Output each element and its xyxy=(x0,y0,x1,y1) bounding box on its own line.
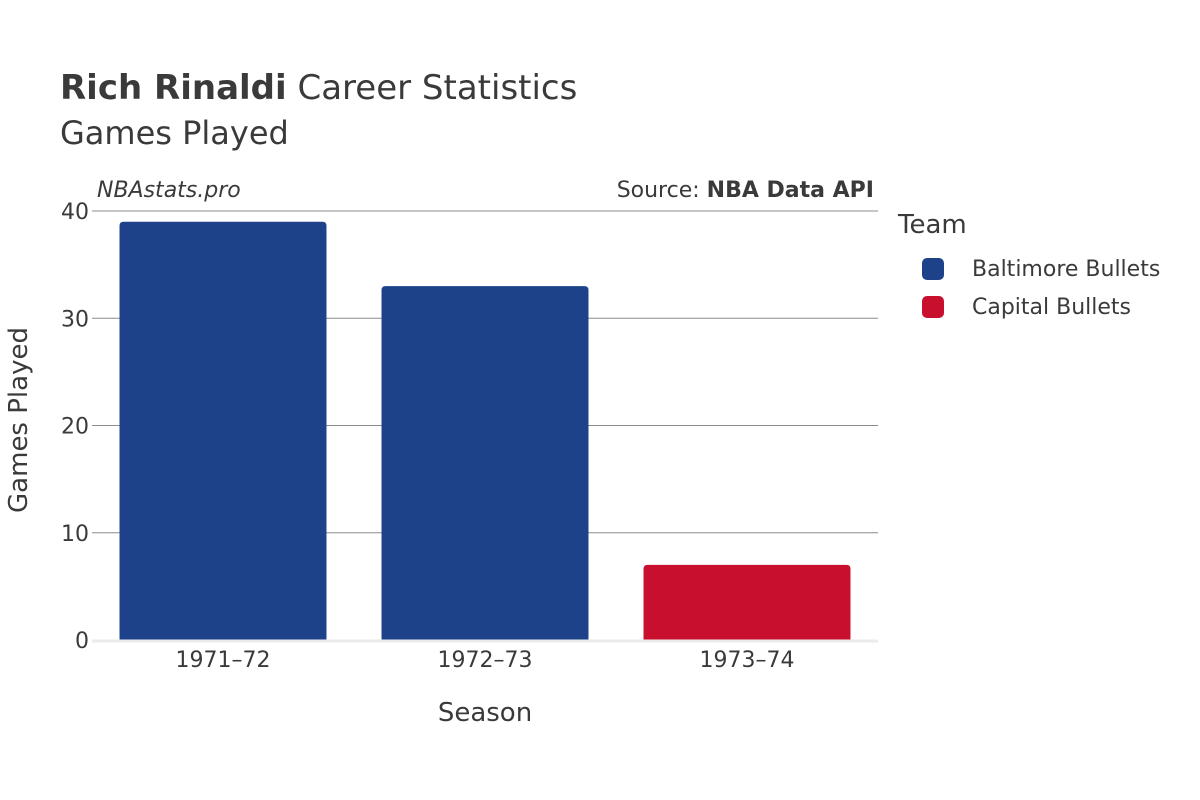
source-prefix: Source: xyxy=(616,178,707,203)
x-tick-label: 1972–73 xyxy=(438,648,533,673)
chart-title: Rich Rinaldi Career Statistics xyxy=(60,68,577,108)
legend-item-capital-bullets[interactable]: Capital Bullets xyxy=(922,288,1160,326)
y-axis-ticks: 0 10 20 30 40 xyxy=(61,200,89,654)
y-tick-label: 0 xyxy=(75,629,89,654)
bar-1971–72[interactable] xyxy=(119,221,327,640)
legend-title: Team xyxy=(898,210,967,240)
chart-subtitle: Games Played xyxy=(60,114,289,152)
source-credit: Source: NBA Data API xyxy=(617,178,874,203)
y-tick-label: 20 xyxy=(61,415,89,440)
legend-item-baltimore-bullets[interactable]: Baltimore Bullets xyxy=(922,250,1160,288)
legend-label: Baltimore Bullets xyxy=(972,256,1161,282)
bar-1973–74[interactable] xyxy=(643,564,851,640)
source-name: NBA Data API xyxy=(706,178,874,203)
x-tick-label: 1973–74 xyxy=(700,648,795,673)
legend: Team Baltimore Bullets Capital Bullets xyxy=(898,210,1160,326)
player-name: Rich Rinaldi xyxy=(60,68,287,108)
legend-label: Capital Bullets xyxy=(972,294,1132,320)
bars xyxy=(119,221,851,640)
y-tick-label: 30 xyxy=(61,307,89,332)
bar-1972–73[interactable] xyxy=(381,286,589,640)
x-axis-label: Season xyxy=(438,698,532,728)
legend-swatch-baltimore xyxy=(922,258,944,280)
y-tick-label: 40 xyxy=(61,200,89,225)
x-tick-label: 1971–72 xyxy=(176,648,271,673)
y-tick-label: 10 xyxy=(61,522,89,547)
watermark: NBAstats.pro xyxy=(97,178,241,203)
title-suffix: Career Statistics xyxy=(297,68,578,108)
legend-swatch-capital xyxy=(922,296,944,318)
x-axis-ticks: 1971–72 1972–73 1973–74 xyxy=(176,648,795,673)
y-axis-label: Games Played xyxy=(4,327,34,513)
